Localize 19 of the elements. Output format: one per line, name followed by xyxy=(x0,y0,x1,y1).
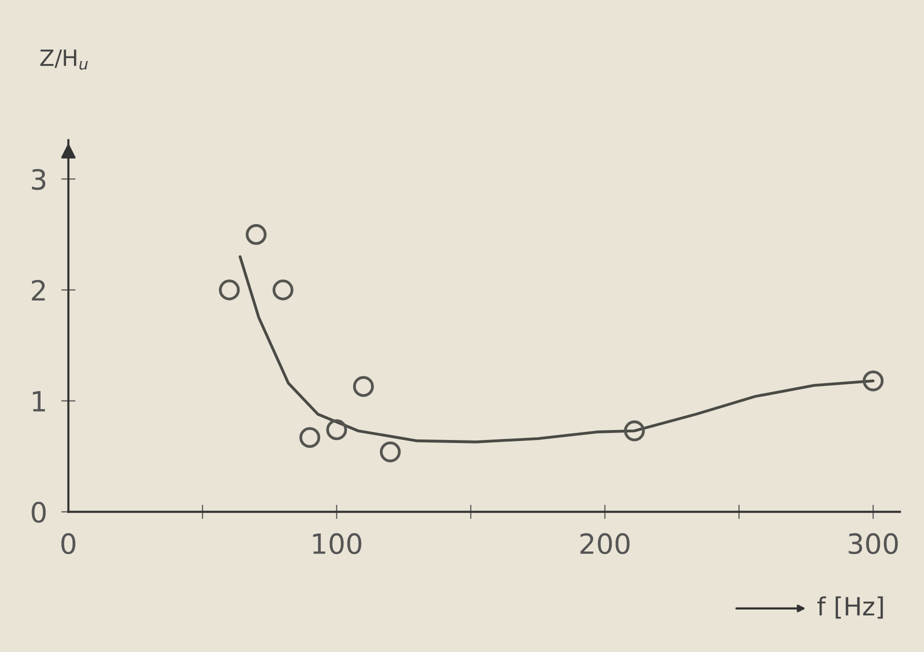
x-tick-label: 300 xyxy=(848,533,898,554)
point xyxy=(353,376,374,397)
x-tick-label: 200 xyxy=(580,533,630,554)
point xyxy=(862,370,884,392)
y-tick-label: 3 xyxy=(32,168,46,190)
x-tick-label: 0 xyxy=(61,533,76,554)
point xyxy=(326,419,348,440)
y-tick-label: 0 xyxy=(32,502,46,523)
x-tick-label: 100 xyxy=(313,533,362,554)
y-tick-label: 2 xyxy=(32,280,45,300)
y-axis-title: Z/H$_{u}$ xyxy=(40,50,88,70)
y-tick-label: 1 xyxy=(32,391,45,412)
x-axis-title: f [Hz] xyxy=(817,596,883,619)
point xyxy=(272,280,294,300)
point xyxy=(246,224,267,245)
point xyxy=(624,420,645,442)
point xyxy=(299,427,320,448)
point xyxy=(218,280,240,300)
point xyxy=(380,441,401,462)
